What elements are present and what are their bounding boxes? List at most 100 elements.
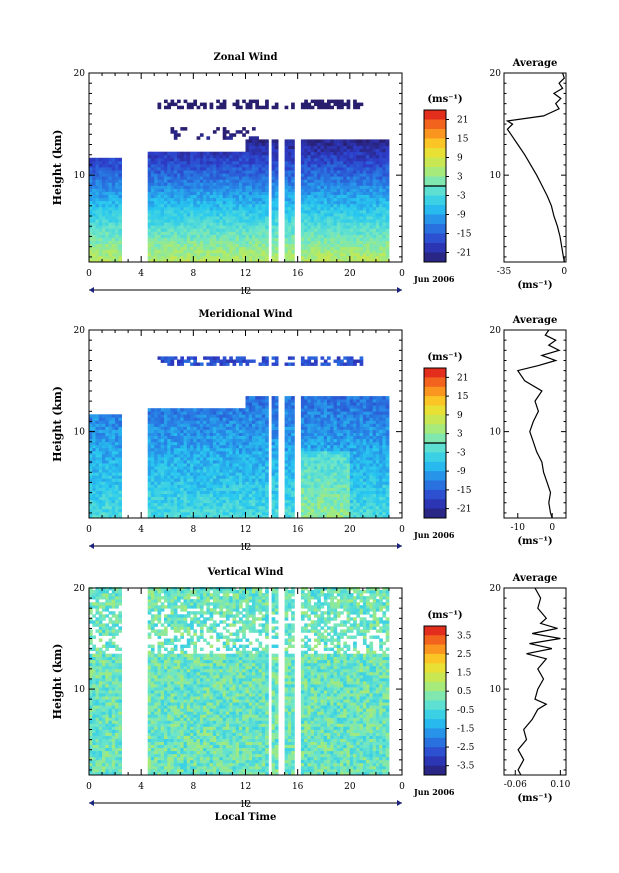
heatmap-cell [203, 515, 207, 519]
heatmap-cell [180, 185, 184, 189]
heatmap-cell [258, 481, 263, 485]
heatmap-cell [147, 197, 152, 202]
heatmap-cell [108, 429, 113, 433]
heatmap-cell [105, 179, 109, 183]
heatmap-cell [102, 432, 106, 436]
heatmap-cell [173, 170, 178, 174]
heatmap-cell [180, 469, 184, 473]
heatmap-cell [177, 508, 181, 513]
heatmap-cell [177, 511, 181, 516]
heatmap-cell [235, 173, 240, 177]
heatmap-cell [150, 429, 155, 433]
heatmap-cell [186, 484, 191, 488]
heatmap-cell [330, 234, 334, 238]
heatmap-cell [98, 216, 103, 220]
heatmap-cell [219, 234, 224, 238]
heatmap-cell [369, 188, 374, 192]
heatmap-cell [190, 362, 194, 366]
heatmap-cell [258, 255, 263, 260]
heatmap-cell [245, 148, 250, 153]
heatmap-cell [385, 197, 390, 202]
heatmap-cell [252, 429, 256, 433]
heatmap-cell [362, 139, 367, 143]
heatmap-cell [209, 179, 214, 183]
heatmap-cell [232, 231, 237, 235]
heatmap-cell [170, 213, 175, 217]
heatmap-cell [154, 490, 158, 494]
heatmap-cell [346, 148, 351, 153]
heatmap-cell [229, 484, 233, 488]
heatmap-cell [108, 185, 113, 189]
heatmap-cell [160, 493, 165, 497]
heatmap-cell [164, 203, 168, 208]
heatmap-cell [307, 258, 312, 263]
heatmap-cell [193, 408, 197, 412]
heatmap-cell [102, 426, 106, 430]
heatmap-cell [173, 197, 178, 202]
heatmap-cell [382, 139, 387, 143]
heatmap-cell [118, 176, 122, 180]
heatmap-cell [183, 463, 188, 467]
heatmap-cell [379, 157, 383, 162]
heatmap-cell [111, 515, 116, 519]
heatmap-cell [323, 243, 328, 248]
heatmap-cell [385, 194, 390, 199]
heatmap-cell [327, 240, 331, 244]
heatmap-cell [304, 237, 308, 241]
heatmap-cell [89, 441, 93, 446]
heatmap-cell [349, 154, 354, 159]
heatmap-cell [252, 405, 256, 409]
heatmap-cell [180, 160, 184, 165]
heatmap-cell [340, 203, 344, 208]
heatmap-cell [248, 191, 253, 195]
heatmap-cell [222, 130, 227, 134]
heatmap-cell [147, 505, 152, 510]
heatmap-cell [95, 234, 100, 238]
heatmap-cell [379, 173, 383, 177]
heatmap-cell [206, 469, 211, 473]
heatmap-cell [222, 228, 227, 232]
heatmap-cell [362, 151, 367, 156]
heatmap-cell [235, 432, 240, 436]
heatmap-cell [327, 176, 331, 180]
heatmap-cell [245, 472, 250, 476]
heatmap-cell [157, 243, 162, 248]
heatmap-cell [362, 170, 367, 174]
heatmap-cell [92, 502, 96, 507]
heatmap-cell [190, 240, 194, 244]
heatmap-cell [196, 515, 201, 519]
heatmap-cell [219, 505, 224, 510]
heatmap-cell [379, 237, 383, 241]
heatmap-cell [248, 209, 253, 214]
heatmap-cell [340, 249, 344, 254]
heatmap-cell [265, 179, 269, 183]
heatmap-cell [258, 441, 263, 446]
heatmap-cell [222, 200, 227, 205]
heatmap-cell [252, 225, 256, 229]
heatmap-cell [359, 206, 364, 211]
heatmap-cell [336, 179, 341, 183]
heatmap-cell [225, 454, 230, 458]
heatmap-cell [170, 411, 175, 415]
heatmap-cell [115, 417, 119, 421]
heatmap-cell [346, 151, 351, 156]
heatmap-cell [199, 460, 204, 464]
heatmap-cell [271, 203, 276, 208]
heatmap-cell [108, 511, 113, 516]
heatmap-cell [98, 231, 103, 235]
heatmap-cell [150, 234, 155, 238]
heatmap-cell [336, 255, 341, 260]
heatmap-cell [154, 408, 158, 412]
heatmap-cell [307, 237, 312, 241]
heatmap-cell [157, 216, 162, 220]
heatmap-cell [366, 185, 370, 189]
heatmap-cell [160, 216, 165, 220]
heatmap-cell [353, 185, 357, 189]
heatmap-cell [382, 197, 387, 202]
heatmap-cell [167, 463, 171, 467]
heatmap-cell [190, 511, 194, 516]
heatmap-cell [193, 457, 197, 461]
heatmap-cell [261, 151, 266, 156]
heatmap-cell [235, 441, 240, 446]
heatmap-cell [225, 176, 230, 180]
